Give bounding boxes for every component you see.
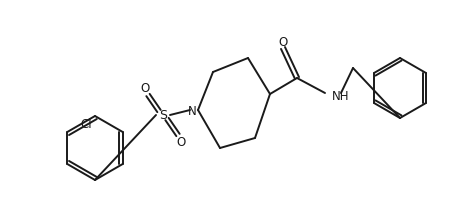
Text: N: N bbox=[188, 104, 197, 118]
Text: O: O bbox=[176, 136, 186, 148]
Text: Cl: Cl bbox=[80, 118, 92, 131]
Text: O: O bbox=[140, 82, 150, 94]
Text: NH: NH bbox=[332, 90, 350, 102]
Text: S: S bbox=[159, 109, 167, 121]
Text: O: O bbox=[278, 36, 288, 48]
